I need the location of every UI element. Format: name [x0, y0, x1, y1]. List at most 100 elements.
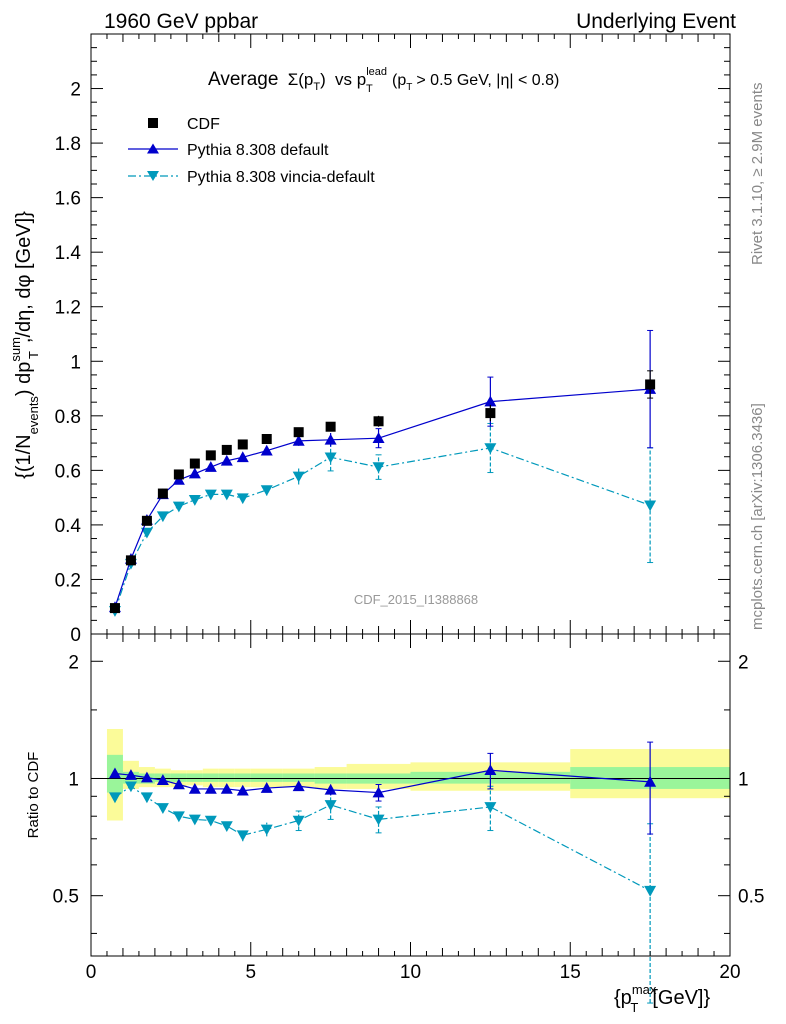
ratio-vincia-point — [156, 803, 169, 814]
legend-default-marker — [147, 143, 159, 154]
ratio-y-tick-label: 1 — [68, 769, 79, 790]
ratio-y-axis: 0.5 0.5 1 1 2 2 — [53, 652, 764, 934]
ratio-default-point — [292, 780, 305, 792]
main-default-point — [484, 395, 497, 407]
x-axis-label: {pmax T [GeV]} — [614, 982, 710, 1015]
xlabel-open: {p — [614, 987, 632, 1009]
main-cdf-point — [125, 555, 136, 566]
header-right: Underlying Event — [576, 10, 736, 33]
main-y-tick-label: 2 — [70, 80, 81, 101]
ratio-vincia-point — [140, 792, 153, 804]
main-vincia-point — [260, 485, 273, 496]
ratio-vincia-point — [260, 824, 273, 836]
legend-default-label: Pythia 8.308 default — [187, 142, 329, 159]
main-cdf-point — [157, 488, 168, 499]
main-vincia-point — [220, 489, 233, 501]
title-vs: vs p — [335, 70, 366, 89]
mcplots-label: mcplots.cern.ch [arXiv:1306.3436] — [749, 403, 766, 630]
main-cdf-point — [325, 421, 336, 432]
ratio-vincia-point — [204, 815, 217, 827]
main-default-point — [188, 467, 201, 479]
ratio-default-point — [324, 783, 337, 795]
legend-vincia-marker — [147, 171, 159, 181]
ratio-y-tick-label-right: 2 — [738, 652, 749, 673]
ratio-band-inner — [234, 773, 251, 782]
main-y-tick-label: 0.4 — [55, 516, 82, 537]
main-y-tick-label: 0 — [70, 625, 81, 646]
main-cdf-point — [189, 458, 200, 469]
legend-cdf-label: CDF — [187, 116, 220, 133]
main-cdf-point — [141, 515, 152, 526]
main-default-point — [372, 432, 385, 443]
main-vincia-point — [236, 493, 249, 505]
main-default-point — [220, 454, 233, 466]
ratio-vincia-point — [236, 830, 249, 842]
ratio-default-point — [484, 764, 497, 776]
main-vincia-point — [140, 527, 153, 539]
ratio-default-point — [140, 771, 153, 783]
ratio-band-inner — [202, 773, 219, 782]
main-cdf-point — [205, 450, 216, 461]
ratio-default-point — [260, 782, 273, 793]
ratio-y-tick-label: 2 — [68, 652, 79, 673]
ratio-vincia-point — [172, 811, 185, 823]
ylabel-a: {(1/N — [13, 434, 35, 478]
ratio-vincia-point — [188, 814, 201, 826]
ylabel-b-sub: T — [26, 351, 41, 359]
ratio-vincia-point — [124, 781, 137, 793]
ratio-band-inner — [170, 773, 187, 782]
xlabel-sub: T — [630, 1000, 638, 1015]
main-cdf-point — [261, 434, 272, 444]
ratio-band-inner — [250, 773, 283, 782]
main-y-tick-label: 0.8 — [55, 407, 81, 428]
main-cdf-point — [109, 603, 120, 614]
main-y-tick-label: 1.6 — [55, 189, 81, 210]
title-close: ) — [320, 70, 326, 89]
ratio-y-tick-label-right: 0.5 — [738, 887, 764, 908]
x-tick-label: 10 — [400, 962, 421, 983]
title-cut-open: (p — [392, 72, 406, 89]
main-vincia-point — [372, 462, 385, 474]
x-tick-label: 15 — [560, 962, 581, 983]
main-y-axis: 0 0.2 0.4 0.6 0.8 1 1.2 1.4 1.6 1.8 2 — [55, 47, 730, 646]
ylabel-a-sub: events — [26, 396, 41, 435]
title-sub-t: T — [313, 81, 320, 93]
main-vincia-point — [644, 500, 657, 512]
ratio-vincia-point — [644, 885, 657, 897]
analysis-watermark: CDF_2015_I1388868 — [354, 592, 478, 607]
title-sup-lead: lead — [366, 66, 387, 78]
main-default-point — [324, 433, 337, 445]
main-cdf-point — [485, 408, 496, 419]
main-y-label: {(1/Nevents) dpsum T ,/dη, dφ [GeV]} — [8, 211, 41, 479]
main-vincia-point — [484, 443, 497, 454]
main-series — [108, 329, 657, 617]
xlabel-rest: [GeV]} — [652, 987, 710, 1009]
legend: CDF Pythia 8.308 default Pythia 8.308 vi… — [128, 116, 375, 186]
rivet-label: Rivet 3.1.10, ≥ 2.9M events — [749, 83, 766, 266]
ratio-default-point — [108, 767, 121, 779]
main-y-tick-label: 0.2 — [55, 570, 81, 591]
ratio-band-inner — [282, 773, 315, 782]
ratio-y-label: Ratio to CDF — [25, 752, 42, 839]
ratio-uncertainty-bands — [106, 728, 730, 821]
title-cut: > 0.5 GeV, |η| < 0.8) — [416, 72, 559, 89]
main-cdf-point — [645, 379, 656, 390]
main-default-point — [236, 451, 249, 463]
ratio-y-tick-label: 0.5 — [53, 887, 79, 908]
main-y-tick-label: 1.8 — [55, 134, 81, 155]
ratio-vincia-point — [292, 815, 305, 827]
ratio-vincia-point — [372, 814, 385, 826]
title-sub-t3: T — [406, 82, 412, 93]
ratio-default-point — [204, 782, 217, 794]
main-cdf-point — [373, 416, 384, 427]
main-default-point — [260, 444, 273, 456]
ratio-band-inner — [186, 773, 203, 782]
x-tick-label: 20 — [719, 962, 740, 983]
header-left: 1960 GeV ppbar — [104, 10, 258, 33]
main-vincia-point — [172, 501, 185, 513]
ratio-default-point — [188, 782, 201, 794]
ratio-default-point — [220, 782, 233, 794]
ratio-default-point — [124, 769, 137, 780]
main-y-tick-label: 1 — [70, 352, 81, 373]
